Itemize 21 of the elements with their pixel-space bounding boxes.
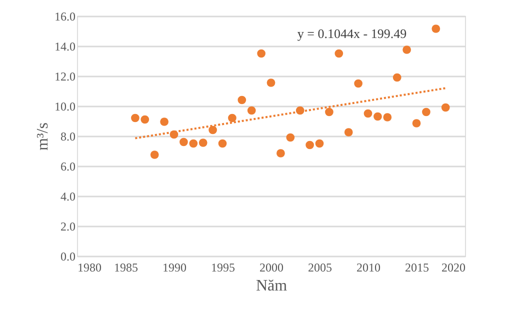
x-tick-label: 2015: [405, 260, 429, 274]
x-tick-label: 2005: [308, 260, 332, 274]
y-tick-label: 6.0: [60, 160, 76, 174]
y-tick-label: 14.0: [54, 40, 76, 54]
x-axis-title: Năm: [256, 278, 288, 294]
x-tick-label: 2000: [260, 260, 284, 274]
y-tick-label: 2.0: [60, 220, 76, 234]
y-tick-label: 4.0: [60, 190, 76, 204]
x-tick-label: 1985: [114, 260, 138, 274]
y-tick-label: 8.0: [60, 130, 76, 144]
y-tick-label: 12.0: [54, 70, 76, 84]
x-tick-label: 1995: [211, 260, 235, 274]
y-tick-label: 0.0: [60, 250, 76, 264]
annotation: y = 0.1044x - 199.49: [297, 26, 407, 41]
x-tick-label: 2010: [356, 260, 380, 274]
y-axis-title: m³/s: [34, 122, 52, 150]
x-tick-label: 2020: [442, 260, 466, 274]
y-tick-label: 10.0: [54, 100, 76, 114]
x-tick-label: 1980: [78, 260, 102, 274]
y-tick-label: 16.0: [54, 10, 76, 24]
x-tick-label: 1990: [162, 260, 186, 274]
